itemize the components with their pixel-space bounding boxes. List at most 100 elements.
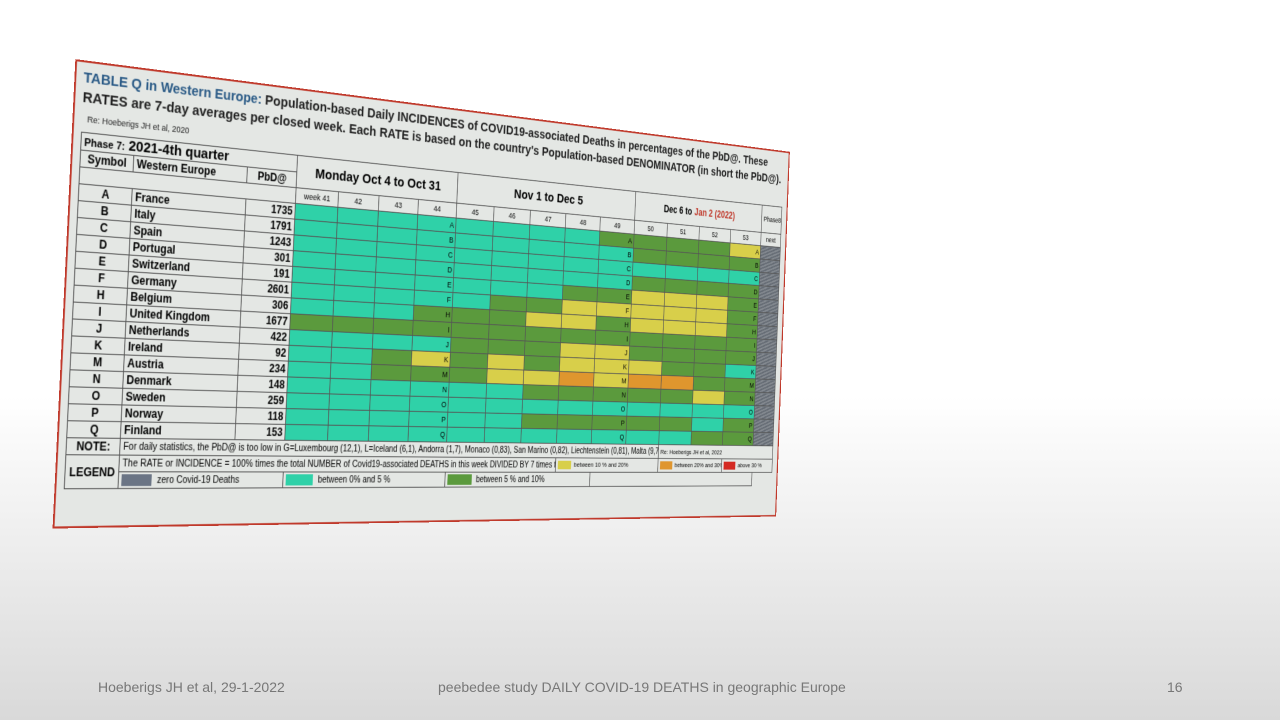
country: Finland <box>120 421 236 440</box>
rate-cell: K <box>594 358 629 375</box>
rate-cell <box>559 357 595 373</box>
symbol: O <box>68 386 123 405</box>
rate-cell <box>692 390 725 405</box>
rate-cell <box>287 376 330 394</box>
rate-cell <box>693 362 726 378</box>
rate-cell <box>521 413 558 429</box>
rate-cell <box>660 389 693 404</box>
legend-swatch <box>121 474 153 487</box>
next-cell <box>755 365 776 380</box>
legend-swatch <box>557 460 572 470</box>
pbd: 92 <box>238 343 290 362</box>
rate-cell <box>484 427 522 443</box>
rate-cell <box>329 362 372 380</box>
next-cell <box>753 418 774 433</box>
legend-swatch <box>285 474 314 486</box>
rate-cell: N <box>593 386 628 403</box>
rate-cell <box>370 364 412 381</box>
rate-cell <box>447 397 487 413</box>
table-image: TABLE Q in Western Europe: Population-ba… <box>52 59 790 529</box>
symbol: M <box>69 352 125 372</box>
rate-cell <box>487 353 525 371</box>
spacer <box>589 472 753 487</box>
rate-cell <box>626 402 661 417</box>
rate-cell: O <box>409 396 449 413</box>
legend-text: The RATE or INCIDENCE = 100% times the t… <box>118 455 557 473</box>
rate-cell <box>328 393 371 411</box>
rate-cell <box>522 384 559 401</box>
next-cell <box>758 298 779 314</box>
rate-cell: Q <box>722 431 754 446</box>
rate-cell: O <box>723 404 755 419</box>
table-row: zero Covid-19 Deaths between 0% and 5 % be… <box>64 471 772 489</box>
legend-item: between 10 % and 20% <box>555 457 658 473</box>
rate-cell <box>625 416 660 431</box>
rate-cell <box>628 360 662 376</box>
note-label: NOTE: <box>65 437 121 456</box>
rate-cell <box>691 417 724 432</box>
rate-cell <box>627 388 661 403</box>
rate-cell <box>485 398 523 414</box>
rate-cell: P <box>592 415 627 431</box>
next-cell <box>756 352 777 367</box>
rate-cell <box>661 347 695 363</box>
rate-cell <box>487 339 526 356</box>
rate-cell <box>658 430 692 445</box>
rate-cell <box>660 375 694 391</box>
rate-cell: Q <box>591 429 626 445</box>
legend-label: LEGEND <box>64 454 120 489</box>
rate-cell: K <box>724 364 757 379</box>
rate-cell <box>285 424 328 441</box>
rate-cell <box>523 370 560 386</box>
rate-cell: Q <box>407 426 448 443</box>
rate-cell: P <box>408 411 448 428</box>
rate-cell <box>628 346 663 362</box>
legend-text: between 0% and 5 % <box>317 474 391 486</box>
rate-cell <box>370 379 411 397</box>
note-ref: Re: Hoeberigs JH et al, 2022 <box>657 444 773 460</box>
rate-cell <box>331 331 373 349</box>
rate-cell: N <box>409 380 450 398</box>
rate-cell <box>694 349 726 365</box>
rate-cell <box>692 376 725 392</box>
legend-text: between 5 % and 10% <box>475 474 545 485</box>
rate-cell <box>367 425 409 442</box>
next-phase-header: Phase8 <box>761 205 782 235</box>
rate-cell: M <box>410 365 450 383</box>
country: Norway <box>121 404 237 424</box>
rate-cell <box>287 361 331 379</box>
rate-cell <box>659 402 693 418</box>
rate-cell <box>659 416 692 432</box>
next-cell <box>753 432 774 446</box>
rate-cell <box>558 371 595 387</box>
rate-cell <box>691 403 724 419</box>
legend-item: zero Covid-19 Deaths <box>118 471 284 489</box>
rate-cell <box>558 385 594 402</box>
legend-text: zero Covid-19 Deaths <box>156 474 240 486</box>
rate-cell: J <box>594 344 630 361</box>
rate-cell: J <box>725 350 757 366</box>
next-cell <box>758 285 779 301</box>
rate-cell <box>286 392 330 410</box>
rate-cell <box>625 430 660 445</box>
rate-cell <box>557 400 594 416</box>
rate-cell <box>484 412 523 429</box>
next-cell <box>754 392 775 407</box>
rate-cell: N <box>723 391 756 406</box>
rate-cell <box>522 399 559 415</box>
legend-item: between 0% and 5 % <box>282 471 446 488</box>
rate-cell <box>371 348 412 366</box>
rate-cell <box>449 352 488 369</box>
rate-cell <box>486 383 524 400</box>
symbol: N <box>69 369 124 389</box>
pbd: 148 <box>237 375 288 393</box>
rate-cell <box>330 347 373 365</box>
period-end: Jan 2 (2022) <box>694 206 736 222</box>
rate-cell <box>369 395 410 412</box>
rate-cell <box>327 425 369 442</box>
legend-text: between 20% and 30% <box>674 461 722 469</box>
rate-cell: K <box>411 350 451 368</box>
legend-item: between 5 % and 10% <box>444 472 591 488</box>
rate-cell <box>627 374 662 390</box>
pbd: 259 <box>236 391 288 409</box>
